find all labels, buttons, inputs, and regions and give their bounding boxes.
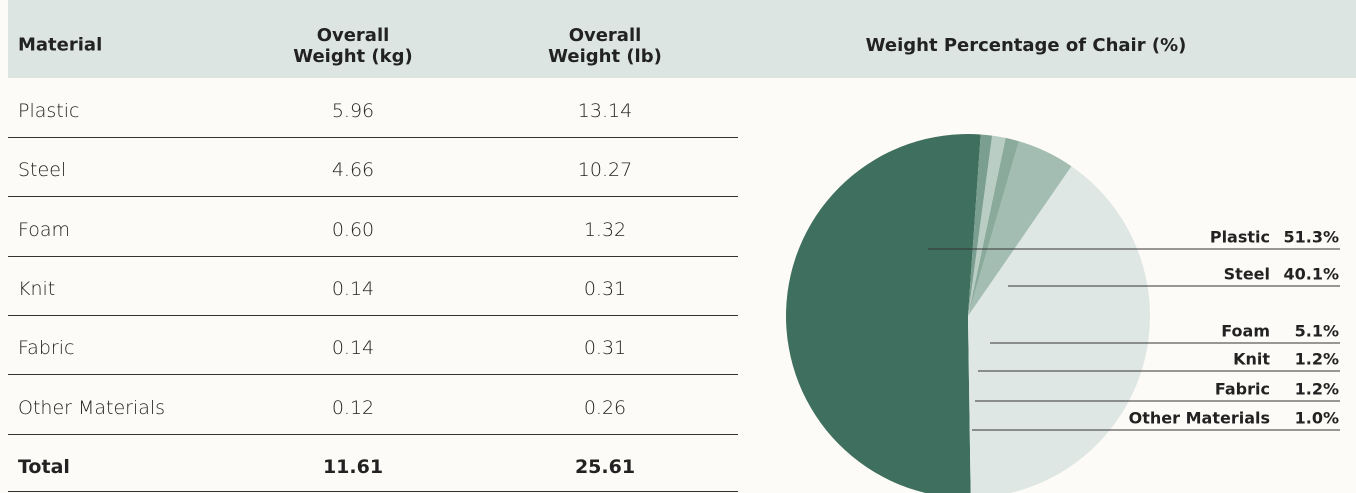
pie-slice (786, 134, 981, 493)
legend-label: Foam (1221, 322, 1270, 341)
table-cell: 0.12 (331, 396, 375, 419)
pie-slice (968, 141, 1072, 316)
table-cell: 0.31 (583, 337, 627, 360)
total-cell: Total (18, 455, 70, 478)
legend-label: Plastic (1210, 228, 1270, 247)
pie-slice (968, 135, 1006, 316)
legend-label: Other Materials (1129, 409, 1270, 428)
value-label: 1.0% (1295, 409, 1339, 428)
table-cell: 13.14 (577, 100, 633, 122)
header-cell: Overall Weight (kg) (293, 25, 413, 67)
value-label: 1.2% (1295, 350, 1339, 369)
value-label: 1.2% (1295, 380, 1339, 399)
pie-slice (968, 137, 1019, 316)
table-cell: Other Materials (18, 396, 166, 419)
table-cell: Plastic (18, 100, 80, 122)
row-separator (8, 374, 738, 376)
table-cell: 4.66 (331, 159, 375, 182)
table-cell: 1.32 (583, 218, 627, 241)
table-cell: 5.96 (331, 100, 375, 122)
legend-label: Fabric (1215, 380, 1270, 399)
value-label: 5.1% (1295, 322, 1339, 341)
header-bar (8, 0, 1356, 78)
table-cell: Foam (18, 218, 71, 241)
total-cell: 11.61 (322, 455, 384, 478)
header-cell: Material (18, 34, 103, 56)
table-cell: 0.31 (583, 277, 627, 300)
row-separator (8, 314, 738, 316)
table-cell: Fabric (18, 337, 75, 360)
pie-slice (968, 166, 1150, 493)
row-separator (8, 255, 738, 257)
pie-slice (968, 134, 993, 316)
table-cell: 0.60 (331, 218, 375, 241)
table-cell: 10.27 (577, 159, 633, 182)
legend-label: Knit (1233, 350, 1270, 369)
row-separator (8, 137, 738, 138)
total-cell: 25.61 (574, 455, 636, 478)
row-separator (8, 491, 738, 492)
table-cell: 0.14 (331, 277, 375, 300)
row-separator (8, 433, 738, 435)
header-cell: Overall Weight (lb) (548, 25, 662, 67)
value-label: 51.3% (1283, 228, 1339, 247)
table-cell: Steel (18, 159, 67, 182)
chart-title: Weight Percentage of Chair (%) (866, 35, 1187, 56)
value-label: 40.1% (1283, 265, 1339, 284)
table-cell: Knit (18, 277, 56, 300)
row-separator (8, 196, 738, 198)
table-cell: 0.26 (583, 396, 627, 419)
legend-label: Steel (1224, 265, 1270, 284)
table-cell: 0.14 (331, 337, 375, 360)
